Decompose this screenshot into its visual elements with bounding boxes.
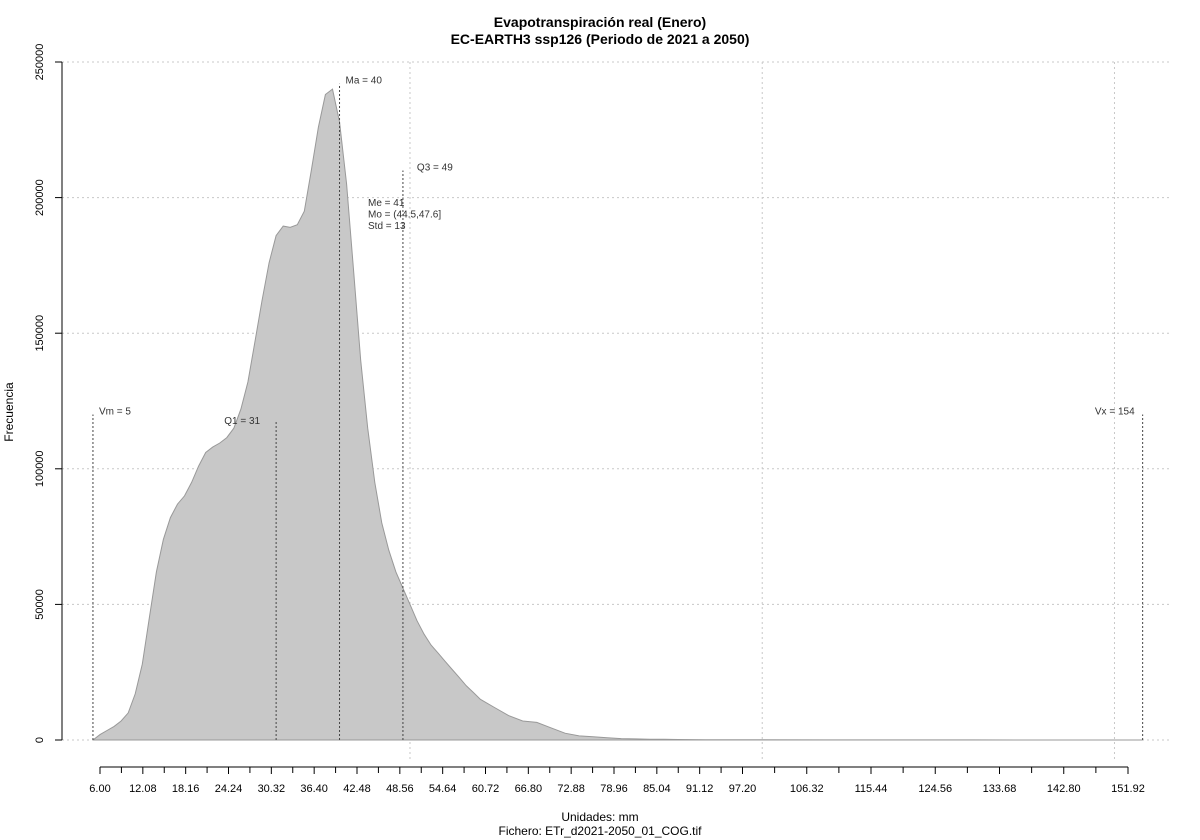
marker-label: Q1 = 31: [224, 416, 260, 427]
x-tick-label: 78.96: [600, 783, 628, 795]
x-tick-label: 24.24: [215, 783, 243, 795]
x-tick-label: 30.32: [258, 783, 286, 795]
chart-title-block: Evapotranspiración real (Enero) EC-EARTH…: [0, 14, 1200, 48]
x-tick-label: 54.64: [429, 783, 457, 795]
x-tick-label: 85.04: [643, 783, 671, 795]
x-tick-label: 124.56: [918, 783, 952, 795]
x-tick-label: 6.00: [89, 783, 110, 795]
marker-label: Q3 = 49: [417, 162, 453, 173]
x-tick-label: 12.08: [129, 783, 157, 795]
x-tick-label: 97.20: [729, 783, 757, 795]
y-tick-label: 100000: [34, 450, 46, 487]
marker-label: Vm = 5: [99, 407, 131, 418]
y-tick-label: 0: [34, 737, 46, 743]
marker-label: Ma = 40: [346, 76, 383, 87]
stats-label: Me = 41: [368, 198, 405, 209]
chart-subtitle: EC-EARTH3 ssp126 (Periodo de 2021 a 2050…: [450, 31, 750, 47]
x-axis-label: Unidades: mm: [561, 810, 639, 824]
x-tick-label: 91.12: [686, 783, 714, 795]
y-axis-label: Frecuencia: [2, 382, 16, 442]
x-tick-label: 115.44: [855, 783, 888, 795]
y-tick-label: 250000: [34, 44, 46, 81]
x-tick-label: 18.16: [172, 783, 200, 795]
stats-label: Std = 13: [368, 221, 406, 232]
x-tick-label: 66.80: [515, 783, 543, 795]
marker-label: Vx = 154: [1095, 407, 1135, 418]
stats-label: Mo = (44.5,47.6]: [368, 210, 441, 221]
y-tick-label: 150000: [34, 315, 46, 352]
x-tick-label: 48.56: [386, 783, 414, 795]
chart-title: Evapotranspiración real (Enero): [493, 14, 707, 30]
density-area: [92, 88, 1143, 741]
x-tick-label: 72.88: [557, 783, 585, 795]
x-tick-label: 142.80: [1047, 783, 1081, 795]
y-tick-label: 200000: [34, 179, 46, 216]
file-caption: Fichero: ETr_d2021-2050_01_COG.tif: [498, 824, 702, 838]
x-tick-label: 60.72: [472, 783, 500, 795]
x-tick-label: 36.40: [300, 783, 328, 795]
x-tick-label: 42.48: [343, 783, 371, 795]
x-tick-label: 151.92: [1111, 783, 1145, 795]
x-tick-label: 106.32: [790, 783, 824, 795]
y-tick-label: 50000: [34, 589, 46, 620]
x-tick-label: 133.68: [983, 783, 1017, 795]
